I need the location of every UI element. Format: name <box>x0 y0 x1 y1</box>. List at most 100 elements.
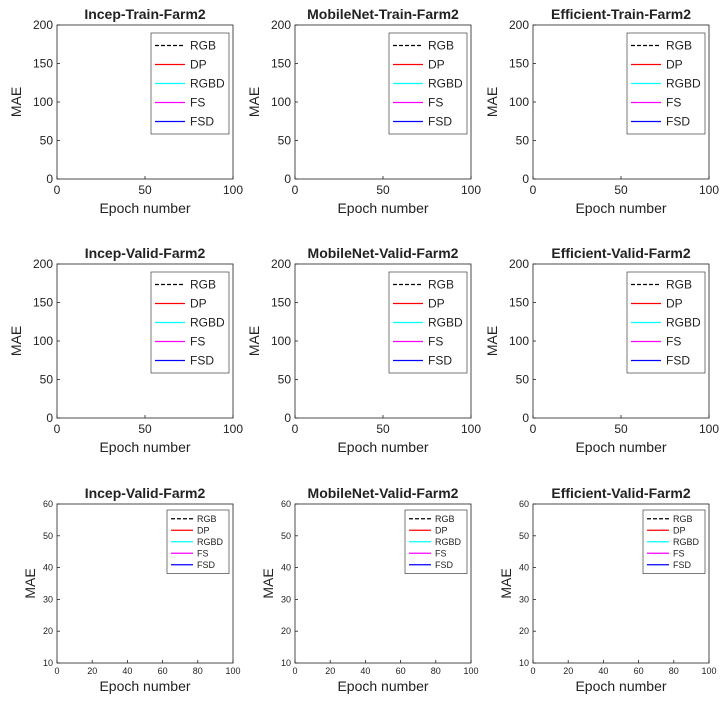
legend-label-fs: FS <box>190 96 205 110</box>
y-tick-label: 50 <box>519 531 529 541</box>
chart-title: Incep-Train-Farm2 <box>84 6 206 22</box>
y-tick-label: 50 <box>516 373 530 387</box>
legend-label-rgbd: RGBD <box>435 537 462 547</box>
y-axis-label: MAE <box>484 326 500 356</box>
y-tick-label: 50 <box>43 531 53 541</box>
y-tick-label: 40 <box>519 563 529 573</box>
y-tick-label: 200 <box>33 257 53 271</box>
x-tick-label: 0 <box>530 183 537 197</box>
x-axis-label: Epoch number <box>99 439 190 455</box>
legend-label-dp: DP <box>666 297 683 311</box>
x-tick-label: 60 <box>634 666 644 676</box>
chart-title: Incep-Valid-Farm2 <box>85 245 206 261</box>
x-tick-label: 80 <box>431 666 441 676</box>
y-tick-label: 200 <box>509 257 529 271</box>
x-tick-label: 80 <box>193 666 203 676</box>
legend-label-fs: FS <box>197 548 209 558</box>
x-tick-label: 50 <box>138 422 152 436</box>
legend-label-rgb: RGB <box>435 514 455 524</box>
y-tick-label: 0 <box>284 172 291 186</box>
legend-label-fsd: FSD <box>666 115 690 129</box>
y-tick-label: 10 <box>43 658 53 668</box>
x-tick-label: 50 <box>376 183 390 197</box>
legend-label-rgb: RGB <box>190 278 216 292</box>
x-axis-label: Epoch number <box>99 678 190 694</box>
y-tick-label: 100 <box>509 95 529 109</box>
legend-label-fsd: FSD <box>673 560 692 570</box>
x-tick-label: 100 <box>463 666 478 676</box>
chart-panel-7: 0 20 40 60 80 100 10 20 30 40 50 60 Incep-Valid-Farm… <box>22 485 241 694</box>
y-tick-label: 100 <box>509 334 529 348</box>
y-tick-label: 50 <box>40 373 54 387</box>
legend-label-rgbd: RGBD <box>666 77 701 91</box>
x-tick-label: 50 <box>614 183 628 197</box>
legend-label-dp: DP <box>673 525 686 535</box>
legend-label-rgb: RGB <box>197 514 217 524</box>
y-tick-label: 30 <box>281 594 291 604</box>
legend-label-rgbd: RGBD <box>673 537 700 547</box>
legend-label-rgbd: RGBD <box>197 537 224 547</box>
chart-panel-4: 0 50 100 0 50 100 150 200 Incep-Valid-Farm2 Epoch… <box>8 245 243 455</box>
chart-panel-9: 0 20 40 60 80 100 10 20 30 40 50 60 Efficient-Valid-… <box>498 485 717 694</box>
chart-title: MobileNet-Valid-Farm2 <box>308 485 459 501</box>
x-tick-label: 0 <box>292 183 299 197</box>
y-tick-label: 20 <box>43 626 53 636</box>
y-axis-label: MAE <box>246 326 262 356</box>
x-tick-label: 20 <box>563 666 573 676</box>
x-tick-label: 100 <box>701 666 716 676</box>
x-tick-label: 20 <box>325 666 335 676</box>
y-tick-label: 60 <box>43 499 53 509</box>
x-tick-label: 100 <box>699 422 719 436</box>
x-tick-label: 100 <box>225 666 240 676</box>
y-axis-label: MAE <box>8 326 24 356</box>
y-axis-label: MAE <box>498 568 514 598</box>
y-tick-label: 10 <box>519 658 529 668</box>
legend-label-rgb: RGB <box>666 278 692 292</box>
y-tick-label: 10 <box>281 658 291 668</box>
x-tick-label: 50 <box>376 422 390 436</box>
y-tick-label: 50 <box>40 134 54 148</box>
x-tick-label: 0 <box>54 183 61 197</box>
y-tick-label: 100 <box>33 334 53 348</box>
x-tick-label: 40 <box>360 666 370 676</box>
y-tick-label: 100 <box>271 95 291 109</box>
x-tick-label: 60 <box>158 666 168 676</box>
y-tick-label: 150 <box>271 296 291 310</box>
x-tick-label: 50 <box>138 183 152 197</box>
legend-label-rgb: RGB <box>428 39 454 53</box>
y-tick-label: 50 <box>278 134 292 148</box>
y-tick-label: 30 <box>43 594 53 604</box>
chart-title: Efficient-Valid-Farm2 <box>551 485 690 501</box>
x-tick-label: 20 <box>87 666 97 676</box>
legend-label-fsd: FSD <box>197 560 216 570</box>
y-tick-label: 100 <box>271 334 291 348</box>
y-tick-label: 150 <box>509 57 529 71</box>
y-tick-label: 60 <box>519 499 529 509</box>
y-axis-label: MAE <box>484 87 500 117</box>
x-axis-label: Epoch number <box>575 439 666 455</box>
legend-label-fsd: FSD <box>666 354 690 368</box>
y-tick-label: 20 <box>519 626 529 636</box>
chart-title: MobileNet-Valid-Farm2 <box>308 245 459 261</box>
y-tick-label: 200 <box>271 257 291 271</box>
x-axis-label: Epoch number <box>337 439 428 455</box>
x-tick-label: 0 <box>292 666 297 676</box>
x-axis-label: Epoch number <box>337 678 428 694</box>
y-tick-label: 0 <box>522 172 529 186</box>
y-tick-label: 200 <box>33 18 53 32</box>
y-tick-label: 0 <box>284 411 291 425</box>
y-tick-label: 150 <box>271 57 291 71</box>
legend-label-rgbd: RGBD <box>428 316 463 330</box>
legend-label-dp: DP <box>428 58 445 72</box>
legend-label-dp: DP <box>666 58 683 72</box>
x-tick-label: 100 <box>223 183 243 197</box>
y-tick-label: 60 <box>281 499 291 509</box>
legend-label-fsd: FSD <box>190 115 214 129</box>
x-axis-label: Epoch number <box>99 200 190 216</box>
legend-label-rgb: RGB <box>190 39 216 53</box>
legend-label-rgbd: RGBD <box>190 316 225 330</box>
